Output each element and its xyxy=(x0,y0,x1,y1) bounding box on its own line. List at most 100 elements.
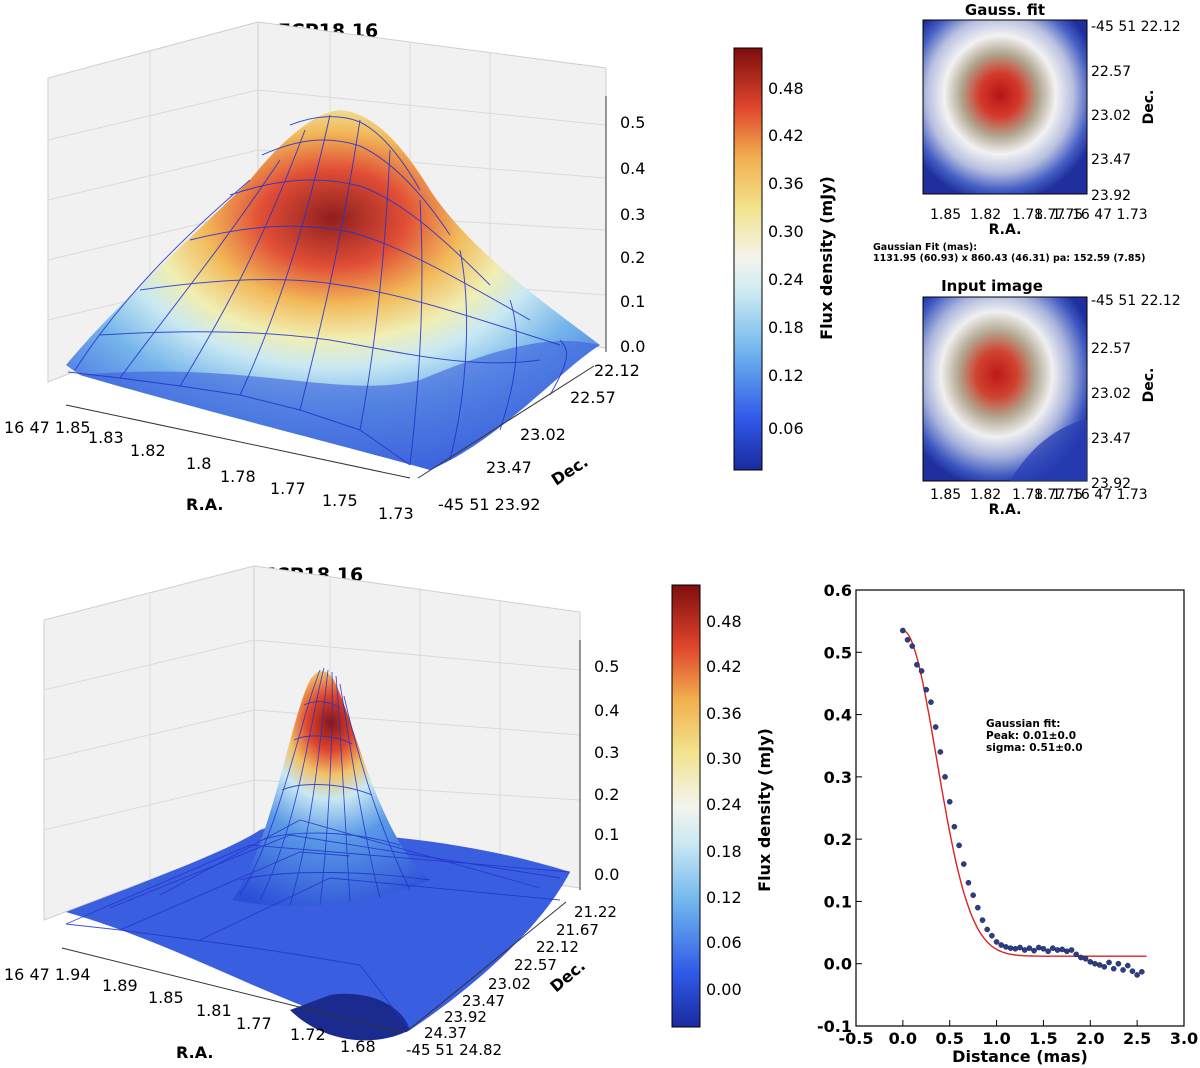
heatmap-gauss-xtick: 16 47 1.73 xyxy=(1072,207,1148,223)
heatmap-gauss-image xyxy=(922,19,1088,195)
colorbar-tick: 0.24 xyxy=(768,270,804,289)
x-tick-label: 1.0 xyxy=(982,1029,1010,1048)
x-tick: 1.75 xyxy=(322,491,358,510)
surface-bottom-xlabel: R.A. xyxy=(176,1043,213,1062)
scatter-point xyxy=(1124,962,1131,969)
y-tick: 22.57 xyxy=(514,956,557,974)
z-tick: 0.3 xyxy=(594,743,619,762)
y-tick: 22.57 xyxy=(570,388,616,407)
colorbar-tick: 0.18 xyxy=(706,842,742,861)
y-tick: 23.47 xyxy=(486,458,532,477)
y-tick-label: 0.6 xyxy=(824,581,852,600)
scatter-point xyxy=(904,637,911,643)
z-tick: 0.4 xyxy=(594,701,619,720)
x-tick: 1.83 xyxy=(88,428,124,447)
scatter-point xyxy=(928,699,934,705)
surface-bottom-base xyxy=(66,823,570,1031)
y-tick: 21.67 xyxy=(556,921,599,939)
heatmap-gauss-ytick: 23.02 xyxy=(1091,108,1131,124)
x-tick-label: 0.0 xyxy=(889,1029,917,1048)
heatmap-gauss-xtick: 1.78 xyxy=(1012,207,1043,223)
heatmap-input-xtick: 1.77 xyxy=(1034,487,1065,503)
colorbar-tick: 0.06 xyxy=(768,419,804,438)
y-tick-label: 0.2 xyxy=(824,830,852,849)
x-tick: 1.8 xyxy=(186,454,211,473)
y-tick: 23.02 xyxy=(520,425,566,444)
scatter-point xyxy=(918,668,925,674)
z-tick: 0.1 xyxy=(620,292,645,311)
colorbar-tick: 0.42 xyxy=(768,126,804,145)
colorbar-tick: 0.42 xyxy=(706,657,742,676)
scatter-axis-ticks: -0.5 0.0 0.5 1.0 1.5 2.0 2.5 3.0 -0.1 0.0 0.1 0.2 0.… xyxy=(817,581,1198,1048)
heatmap-gauss-xtick: 1.82 xyxy=(970,207,1001,223)
colorbar-tick: 0.18 xyxy=(768,318,804,337)
x-tick: 1.89 xyxy=(102,976,138,995)
heatmap-input-title: Input image xyxy=(941,277,1043,295)
colorbar-top: 0.48 0.42 0.36 0.30 0.24 0.18 0.12 0.06 … xyxy=(733,47,836,471)
scatter-point xyxy=(1050,945,1056,951)
z-tick: 0.2 xyxy=(620,248,645,267)
colorbar-bottom-label: Flux density (mJy) xyxy=(755,728,774,892)
scatter-point xyxy=(1026,945,1033,951)
scatter-point xyxy=(1068,947,1075,953)
scatter-annotation-line: Peak: 0.01±0.0 xyxy=(986,730,1076,742)
surface-top-x-ticks: 16 47 1.85 1.83 1.82 1.8 1.78 1.77 1.75 … xyxy=(4,418,414,523)
scatter-xlabel: Distance (mas) xyxy=(952,1047,1088,1066)
colorbar-tick: 0.00 xyxy=(706,980,742,999)
scatter-plot-frame xyxy=(855,589,1185,1027)
scatter-point xyxy=(1087,959,1094,965)
scatter-point xyxy=(1106,959,1112,966)
scatter-point xyxy=(993,939,1000,945)
z-tick: 0.1 xyxy=(594,825,619,844)
scatter-point xyxy=(1134,972,1140,978)
colorbar-tick: 0.06 xyxy=(706,933,742,952)
scatter-point xyxy=(1110,965,1117,972)
z-tick: 0.2 xyxy=(594,785,619,804)
scatter-point xyxy=(1003,944,1009,950)
scatter-point xyxy=(1073,951,1080,958)
heatmap-input-xtick: 1.75 xyxy=(1052,487,1083,503)
heatmap-gauss-xtick: 1.85 xyxy=(930,207,961,223)
y-tick-label: 0.3 xyxy=(824,768,852,787)
gaussian-fit-annotation: Gaussian Fit (mas): 1131.95 (60.93) x 86… xyxy=(873,242,1145,264)
colorbar-tick: 0.30 xyxy=(768,222,804,241)
y-tick: 24.37 xyxy=(424,1024,467,1042)
y-tick-label: 0.0 xyxy=(824,955,852,974)
scatter-point xyxy=(1101,964,1108,970)
y-tick: -45 51 24.82 xyxy=(406,1041,502,1059)
z-tick: 0.4 xyxy=(620,159,645,178)
colorbar-tick: 0.36 xyxy=(768,174,804,193)
y-tick-label: -0.1 xyxy=(817,1017,852,1036)
heatmap-input-xtick: 16 47 1.73 xyxy=(1072,487,1148,503)
colorbar-tick: 0.12 xyxy=(768,366,804,385)
scatter-point xyxy=(1115,960,1122,967)
heatmap-input-xtick: 1.85 xyxy=(930,487,961,503)
x-tick: 1.81 xyxy=(196,1001,232,1020)
scatter-point xyxy=(1078,954,1084,961)
heatmap-input-ytick: 23.47 xyxy=(1091,431,1131,447)
gaussian-fit-curve xyxy=(902,629,1147,957)
heatmap-input-ytick: -45 51 22.12 xyxy=(1091,293,1181,309)
scatter-point xyxy=(1007,945,1014,951)
surface-bottom-wireframe xyxy=(65,667,571,1031)
heatmap-gauss-ytick: 22.57 xyxy=(1091,64,1131,80)
z-tick: 0.0 xyxy=(620,337,645,356)
z-tick: 0.5 xyxy=(594,657,619,676)
scatter-point xyxy=(914,661,920,668)
heatmap-gauss-ylabel: Dec. xyxy=(1141,90,1157,125)
heatmap-gauss-xlabel: R.A. xyxy=(989,222,1022,238)
scatter-point xyxy=(942,774,948,780)
x-tick-label: 3.0 xyxy=(1170,1029,1198,1048)
x-tick-label: 2.5 xyxy=(1123,1029,1151,1048)
heatmap-input-xtick: 1.78 xyxy=(1012,487,1043,503)
heatmap-input-ytick: 22.57 xyxy=(1091,341,1131,357)
colorbar-bottom-bar xyxy=(671,584,701,1028)
scatter-point xyxy=(909,643,916,649)
surface-top-y-ticks: 22.12 22.57 23.02 23.47 -45 51 23.92 xyxy=(438,361,640,514)
scatter-point xyxy=(989,932,995,939)
heatmap-gauss-xtick: 1.77 xyxy=(1034,207,1065,223)
scatter-point xyxy=(937,749,944,755)
heatmap-input-ytick: 23.92 xyxy=(1091,476,1131,492)
x-tick-label: 0.5 xyxy=(936,1029,964,1048)
x-tick: 1.82 xyxy=(130,441,166,460)
